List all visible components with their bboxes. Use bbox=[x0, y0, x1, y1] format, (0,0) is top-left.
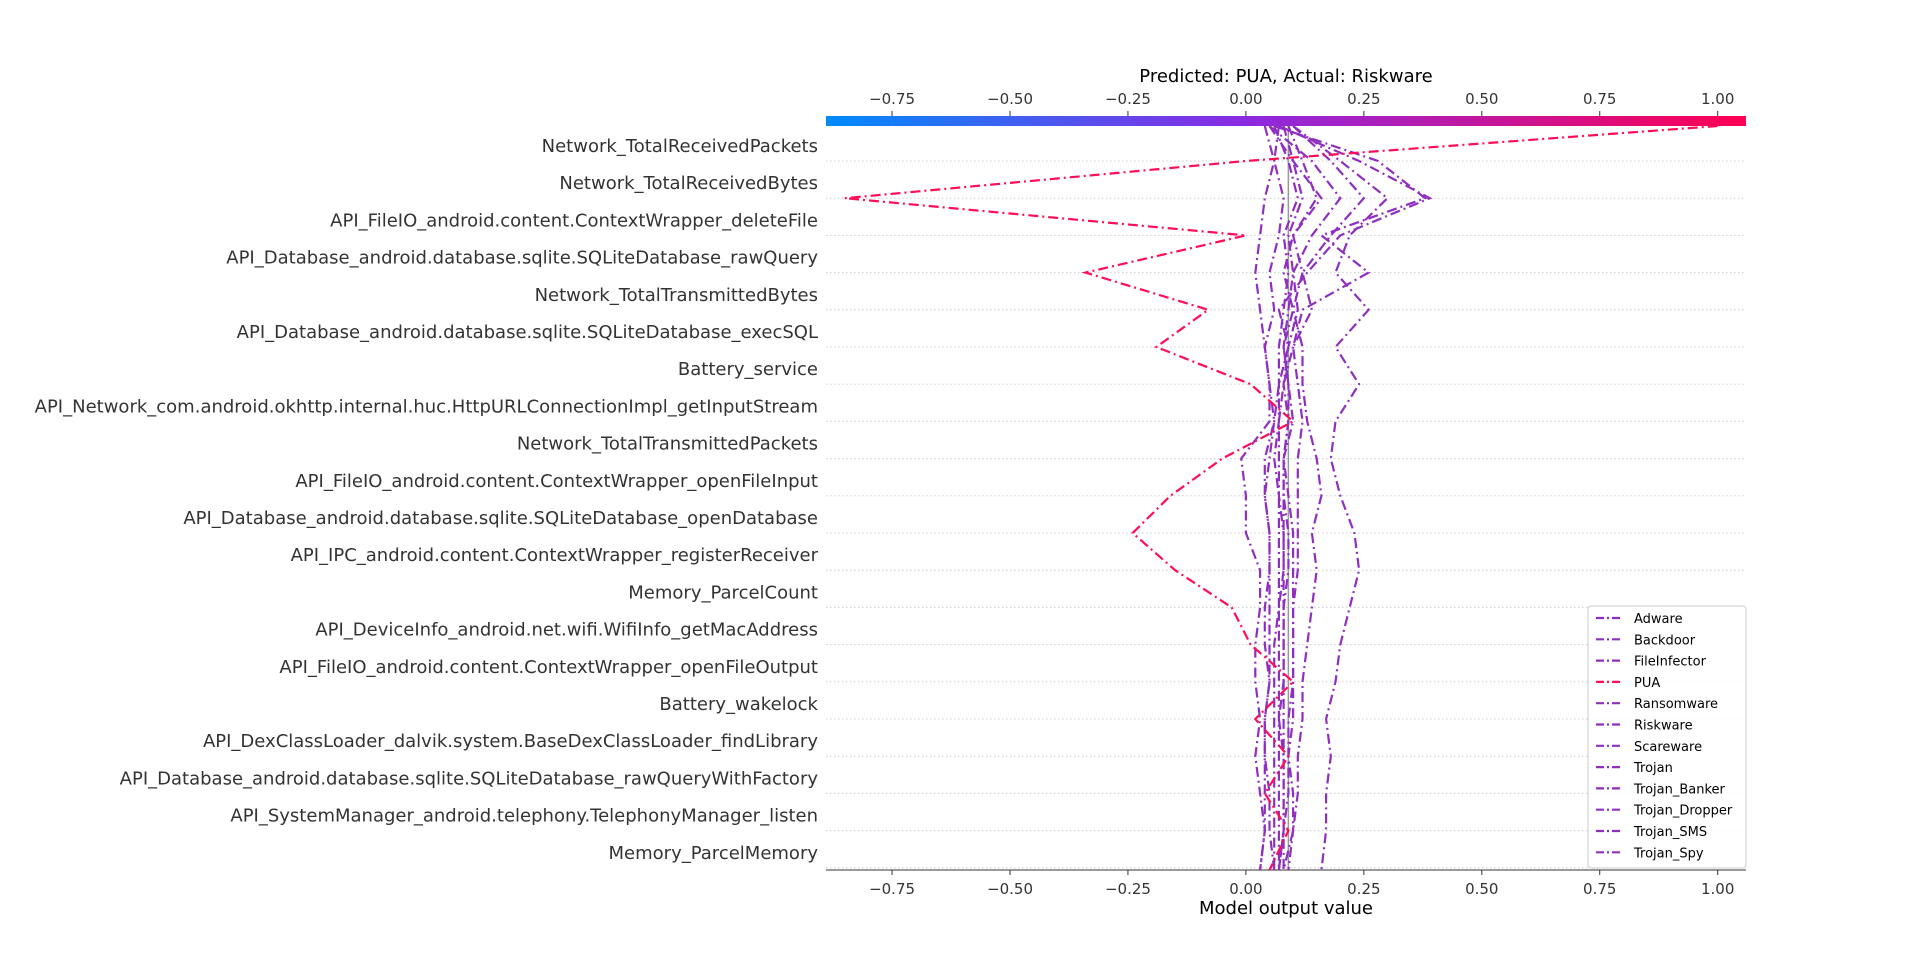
legend-label: Trojan_Banker bbox=[1633, 782, 1726, 797]
feature-label: Battery_wakelock bbox=[659, 694, 818, 715]
feature-label: API_DeviceInfo_android.net.wifi.WifiInfo… bbox=[315, 620, 818, 641]
feature-label: API_Database_android.database.sqlite.SQL… bbox=[120, 768, 819, 789]
feature-label: API_DexClassLoader_dalvik.system.BaseDex… bbox=[203, 731, 818, 752]
legend-label: Backdoor bbox=[1634, 633, 1696, 648]
top-tick-label: −0.75 bbox=[869, 90, 915, 108]
feature-label: API_Network_com.android.okhttp.internal.… bbox=[35, 396, 818, 417]
top-tick-label: −0.25 bbox=[1105, 90, 1151, 108]
legend-label: Trojan_Dropper bbox=[1633, 804, 1733, 819]
legend-label: Adware bbox=[1634, 612, 1683, 627]
series-line-trojan_spy bbox=[1268, 125, 1323, 870]
series-line-scareware bbox=[1240, 125, 1285, 870]
legend-label: Trojan bbox=[1633, 761, 1673, 776]
legend-label: Scareware bbox=[1634, 740, 1702, 755]
top-tick-label: 0.00 bbox=[1229, 90, 1262, 108]
top-tick-label: 0.50 bbox=[1465, 90, 1498, 108]
bottom-tick-label: −0.25 bbox=[1105, 880, 1151, 898]
feature-label: Network_TotalTransmittedBytes bbox=[535, 285, 818, 306]
series-line-ransomware bbox=[1259, 124, 1433, 870]
feature-label: Battery_service bbox=[678, 359, 818, 380]
feature-gridlines bbox=[826, 160, 1746, 869]
series-line-riskware bbox=[1273, 124, 1428, 870]
feature-label: API_FileIO_android.content.ContextWrappe… bbox=[279, 657, 818, 678]
bottom-tick-label: 0.75 bbox=[1583, 880, 1616, 898]
feature-label: API_FileIO_android.content.ContextWrappe… bbox=[295, 471, 818, 492]
series-line-trojan bbox=[1268, 125, 1342, 870]
feature-label: API_Database_android.database.sqlite.SQL… bbox=[226, 248, 818, 269]
feature-label: API_SystemManager_android.telephony.Tele… bbox=[230, 806, 818, 827]
bottom-tick-label: 0.25 bbox=[1347, 880, 1380, 898]
feature-label: Network_TotalReceivedPackets bbox=[542, 136, 818, 157]
bottom-tick-label: −0.75 bbox=[869, 880, 915, 898]
series-line-adware bbox=[1254, 125, 1280, 870]
legend-label: Ransomware bbox=[1634, 697, 1718, 712]
feature-label: Network_TotalReceivedBytes bbox=[559, 173, 818, 194]
legend-label: Trojan_Spy bbox=[1633, 846, 1704, 861]
top-tick-labels: −0.75 −0.50 −0.25 0.00 0.25 0.50 0.75 1.00 bbox=[869, 90, 1734, 116]
feature-label: Network_TotalTransmittedPackets bbox=[517, 434, 818, 455]
series-line-pua bbox=[844, 124, 1718, 870]
legend-label: FileInfector bbox=[1634, 655, 1707, 670]
legend-label: Riskware bbox=[1634, 719, 1693, 734]
top-tick-label: 0.75 bbox=[1583, 90, 1616, 108]
feature-label: API_IPC_android.content.ContextWrapper_r… bbox=[291, 545, 819, 566]
bottom-tick-label: 0.00 bbox=[1229, 880, 1262, 898]
feature-label: API_FileIO_android.content.ContextWrappe… bbox=[330, 210, 818, 231]
x-axis-title: Model output value bbox=[1199, 898, 1373, 919]
legend-label: PUA bbox=[1634, 676, 1660, 691]
feature-label: API_Database_android.database.sqlite.SQL… bbox=[183, 508, 818, 529]
colorbar bbox=[826, 116, 1746, 126]
feature-label: Memory_ParcelCount bbox=[628, 582, 818, 603]
bottom-tick-labels: −0.75 −0.50 −0.25 0.00 0.25 0.50 0.75 1.00 bbox=[869, 870, 1734, 898]
series-line-fileinfector bbox=[1277, 125, 1366, 870]
legend-label: Trojan_SMS bbox=[1633, 825, 1707, 840]
top-tick-label: −0.50 bbox=[987, 90, 1033, 108]
series-line-backdoor bbox=[1282, 125, 1318, 870]
top-tick-label: 1.00 bbox=[1701, 90, 1734, 108]
feature-labels: Network_TotalReceivedPackets Network_Tota… bbox=[35, 136, 819, 864]
series-line-trojan_sms bbox=[1292, 125, 1390, 870]
series-line-trojan_dropper bbox=[1273, 125, 1299, 870]
legend: Adware Backdoor FileInfector PUA Ransomware R… bbox=[1587, 605, 1747, 869]
feature-label: API_Database_android.database.sqlite.SQL… bbox=[237, 322, 818, 343]
legend-box bbox=[1587, 605, 1747, 869]
bottom-tick-label: 0.50 bbox=[1465, 880, 1498, 898]
chart-title: Predicted: PUA, Actual: Riskware bbox=[1139, 66, 1432, 87]
top-tick-label: 0.25 bbox=[1347, 90, 1380, 108]
feature-label: Memory_ParcelMemory bbox=[609, 843, 819, 864]
series-lines bbox=[844, 124, 1718, 870]
bottom-tick-label: −0.50 bbox=[987, 880, 1033, 898]
bottom-tick-label: 1.00 bbox=[1701, 880, 1734, 898]
